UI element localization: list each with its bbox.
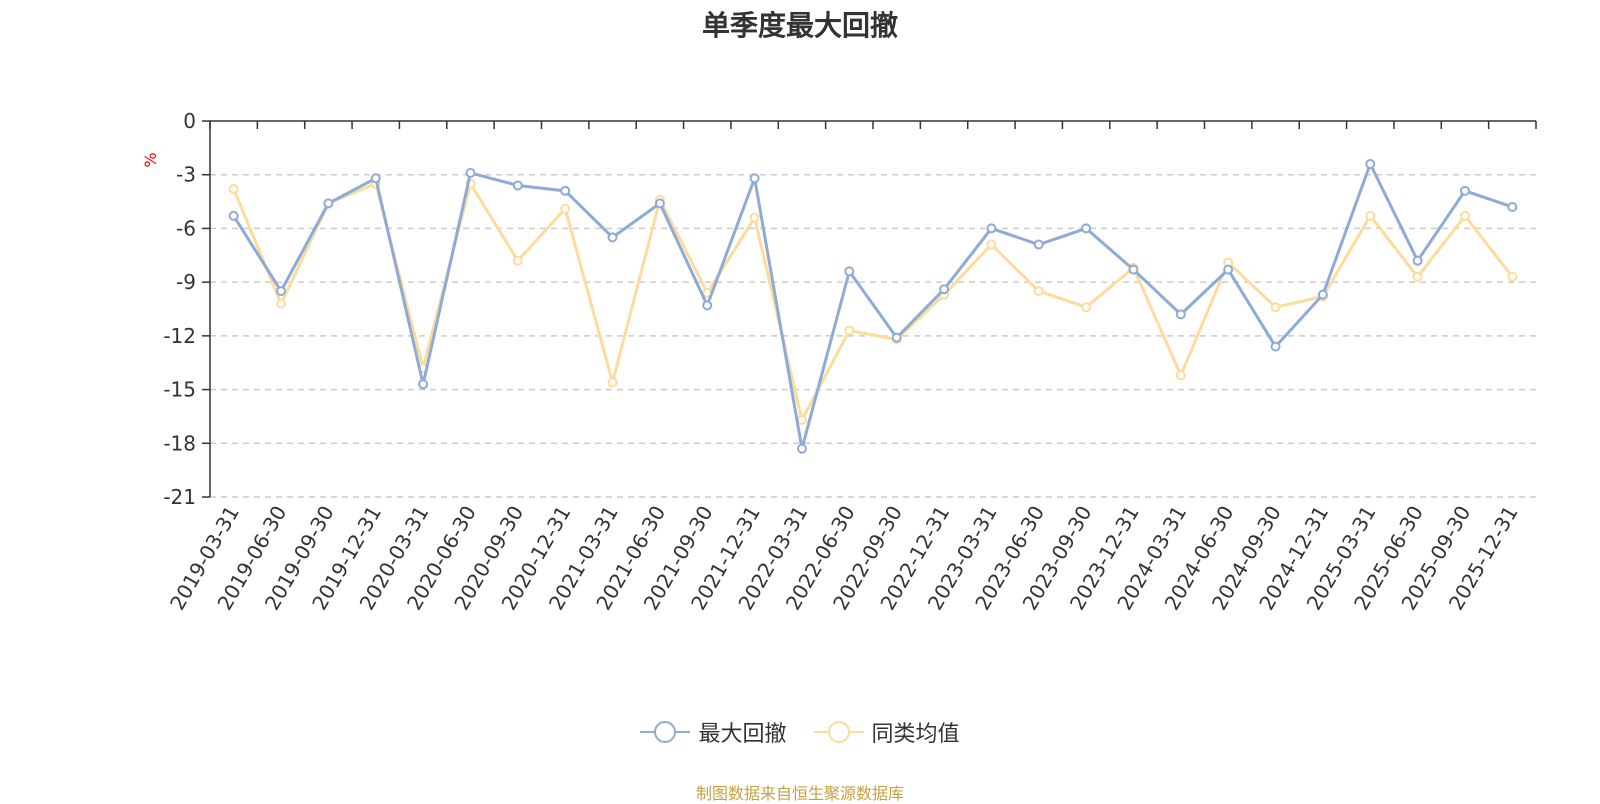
data-point (1365, 158, 1376, 169)
data-point (1365, 210, 1376, 221)
data-point (560, 203, 571, 214)
data-point (228, 184, 239, 195)
data-point (276, 286, 287, 297)
data-point (1317, 289, 1328, 300)
data-point (844, 266, 855, 277)
y-tick-label: -9 (176, 270, 196, 294)
data-point (1033, 286, 1044, 297)
y-tick-label: -6 (176, 216, 196, 240)
data-point (1033, 239, 1044, 250)
data-point (1270, 341, 1281, 352)
data-point (844, 325, 855, 336)
data-point (512, 180, 523, 191)
data-point (1081, 302, 1092, 313)
legend: 最大回撤 同类均值 (0, 716, 1600, 750)
data-point (323, 198, 334, 209)
data-point (891, 332, 902, 343)
y-axis-label: % (141, 152, 160, 167)
data-point (276, 298, 287, 309)
y-tick-label: -12 (163, 324, 196, 348)
legend-line-circle-icon (813, 721, 864, 743)
data-point (986, 239, 997, 250)
source-note: 制图数据来自恒生聚源数据库 (695, 784, 904, 803)
data-point (1175, 370, 1186, 381)
y-tick-label: -15 (163, 378, 196, 402)
y-tick-label: -3 (176, 163, 196, 187)
data-point (654, 198, 665, 209)
data-point (228, 210, 239, 221)
data-point (370, 173, 381, 184)
data-point (607, 377, 618, 388)
axes (202, 120, 1537, 498)
data-point (1081, 223, 1092, 234)
data-point (749, 173, 760, 184)
legend-label: 最大回撤 (698, 722, 787, 747)
legend-item-peer-average[interactable]: 同类均值 (813, 716, 960, 748)
data-point (1175, 309, 1186, 320)
data-point (1507, 271, 1518, 282)
y-tick-label: -18 (163, 431, 196, 455)
data-point (986, 223, 997, 234)
series-line (232, 162, 1513, 451)
data-point (1412, 255, 1423, 266)
data-point (560, 185, 571, 196)
data-point (796, 415, 807, 426)
data-point (607, 232, 618, 243)
chart-title: 单季度最大回撤 (701, 9, 898, 42)
data-point (512, 255, 523, 266)
series-lines (228, 158, 1518, 454)
data-point (702, 300, 713, 311)
data-point (1459, 210, 1470, 221)
data-point (796, 443, 807, 454)
data-point (418, 379, 429, 390)
data-point (1412, 271, 1423, 282)
tick-labels: 0-3-6-9-12-15-18-212019-03-312019-06-302… (163, 109, 1522, 614)
data-point (1223, 264, 1234, 275)
data-point (1459, 185, 1470, 196)
data-point (1507, 201, 1518, 212)
y-tick-label: 0 (183, 109, 196, 133)
data-point (1128, 264, 1139, 275)
legend-item-drawdown[interactable]: 最大回撤 (640, 716, 787, 748)
data-point (939, 284, 950, 295)
data-point (465, 167, 476, 178)
data-point (1270, 302, 1281, 313)
legend-line-circle-icon (640, 721, 691, 743)
data-point (749, 212, 760, 223)
y-tick-label: -21 (163, 485, 196, 509)
legend-label: 同类均值 (871, 722, 960, 747)
